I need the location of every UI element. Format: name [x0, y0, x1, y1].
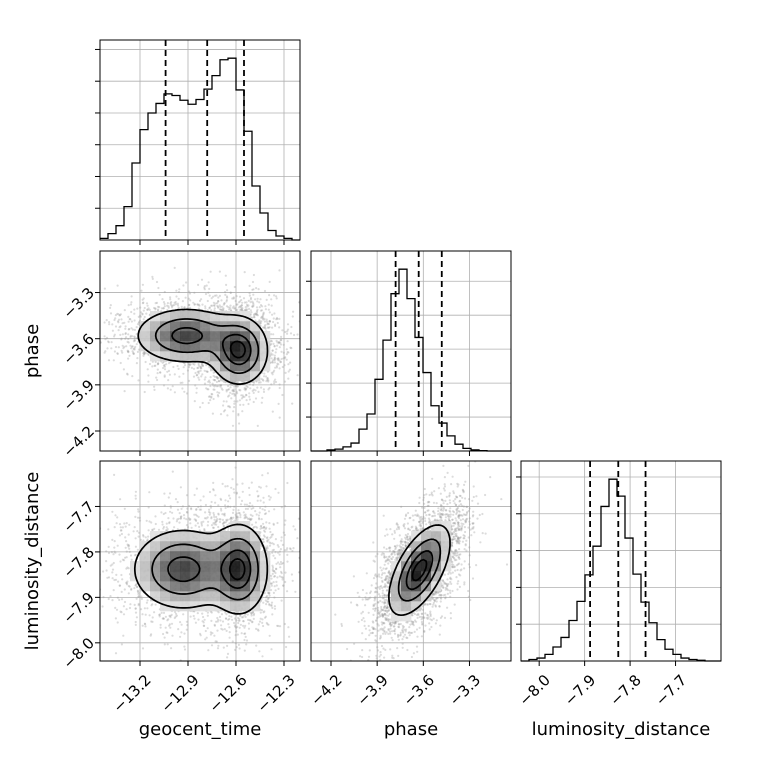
density-panel-luminosity_distance_vs_phase [334, 461, 509, 661]
x-axis-label-luminosity_distance: luminosity_distance [532, 719, 711, 740]
x-tick-label-luminosity_distance: −7.8 [606, 671, 644, 709]
x-tick-label-luminosity_distance: −8.0 [515, 671, 553, 709]
x-tick-label-phase: −3.6 [400, 671, 438, 709]
panel-frame-0-0 [99, 39, 301, 241]
x-tick-label-geocent_time: −13.2 [110, 671, 155, 716]
histogram-geocent_time [100, 57, 300, 241]
panel-frame-1-0 [99, 250, 301, 452]
contour-luminosity_distance_vs_phase-2 [405, 550, 434, 591]
histogram-phase [311, 268, 511, 452]
density-panel-phase_vs_geocent_time [100, 266, 300, 427]
contour-luminosity_distance_vs_phase-0 [388, 524, 451, 617]
x-axis-label-phase: phase [384, 719, 438, 740]
x-tick-label-phase: −3.9 [353, 671, 391, 709]
contour-luminosity_distance_vs_geocent_time-0 [133, 523, 269, 615]
y-axis-label-phase: phase [22, 324, 43, 378]
y-tick-label-phase: −3.3 [60, 284, 98, 322]
x-tick-label-luminosity_distance: −7.9 [561, 671, 599, 709]
x-tick-label-phase: −3.3 [446, 671, 484, 709]
x-tick-label-geocent_time: −12.9 [158, 671, 203, 716]
contour-phase_vs_geocent_time-3 [229, 340, 246, 359]
y-tick-label-luminosity_distance: −8.0 [60, 634, 98, 672]
y-tick-label-phase: −3.6 [60, 330, 98, 368]
contour-phase_vs_geocent_time-2 [171, 326, 252, 366]
panel-frame-1-1 [310, 250, 512, 452]
y-tick-label-luminosity_distance: −7.8 [60, 543, 98, 581]
y-tick-label-phase: −3.9 [60, 376, 98, 414]
contour-luminosity_distance_vs_geocent_time-2 [167, 549, 252, 590]
y-axis-label-luminosity_distance: luminosity_distance [22, 472, 43, 651]
histogram-luminosity_distance [521, 478, 721, 662]
contour-luminosity_distance_vs_geocent_time-1 [151, 537, 259, 601]
contour-luminosity_distance_vs_geocent_time-3 [228, 558, 246, 581]
panel-frame-2-1 [310, 460, 512, 662]
panel-frame-2-0 [99, 460, 301, 662]
x-tick-label-luminosity_distance: −7.7 [652, 671, 690, 709]
x-tick-label-phase: −4.2 [307, 671, 345, 709]
y-tick-label-luminosity_distance: −7.9 [60, 589, 98, 627]
x-axis-label-geocent_time: geocent_time [139, 719, 262, 740]
contour-phase_vs_geocent_time-0 [137, 308, 269, 385]
x-tick-label-geocent_time: −12.3 [254, 671, 299, 716]
y-tick-label-phase: −4.2 [60, 422, 98, 460]
density-panel-luminosity_distance_vs_geocent_time [100, 466, 300, 661]
contour-phase_vs_geocent_time-1 [154, 318, 260, 375]
panel-frame-2-2 [520, 460, 722, 662]
x-tick-label-geocent_time: −12.6 [206, 671, 251, 716]
contour-luminosity_distance_vs_phase-1 [397, 538, 442, 602]
y-tick-label-luminosity_distance: −7.7 [60, 498, 98, 536]
contour-luminosity_distance_vs_phase-3 [411, 558, 428, 582]
